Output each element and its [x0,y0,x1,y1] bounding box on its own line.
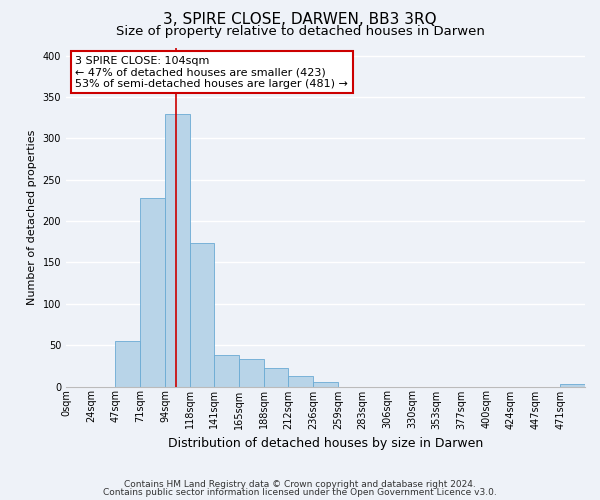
Text: Size of property relative to detached houses in Darwen: Size of property relative to detached ho… [116,25,484,38]
Bar [313,382,338,386]
Bar [214,355,239,386]
Bar [239,359,264,386]
Text: Contains public sector information licensed under the Open Government Licence v3: Contains public sector information licen… [103,488,497,497]
Bar [140,198,165,386]
Text: Contains HM Land Registry data © Crown copyright and database right 2024.: Contains HM Land Registry data © Crown c… [124,480,476,489]
Y-axis label: Number of detached properties: Number of detached properties [27,130,37,304]
Bar [165,114,190,386]
Text: 3 SPIRE CLOSE: 104sqm
← 47% of detached houses are smaller (423)
53% of semi-det: 3 SPIRE CLOSE: 104sqm ← 47% of detached … [76,56,349,89]
Bar [560,384,585,386]
Bar [115,341,140,386]
Text: 3, SPIRE CLOSE, DARWEN, BB3 3RQ: 3, SPIRE CLOSE, DARWEN, BB3 3RQ [163,12,437,28]
X-axis label: Distribution of detached houses by size in Darwen: Distribution of detached houses by size … [168,437,483,450]
Bar [264,368,289,386]
Bar [289,376,313,386]
Bar [190,244,214,386]
